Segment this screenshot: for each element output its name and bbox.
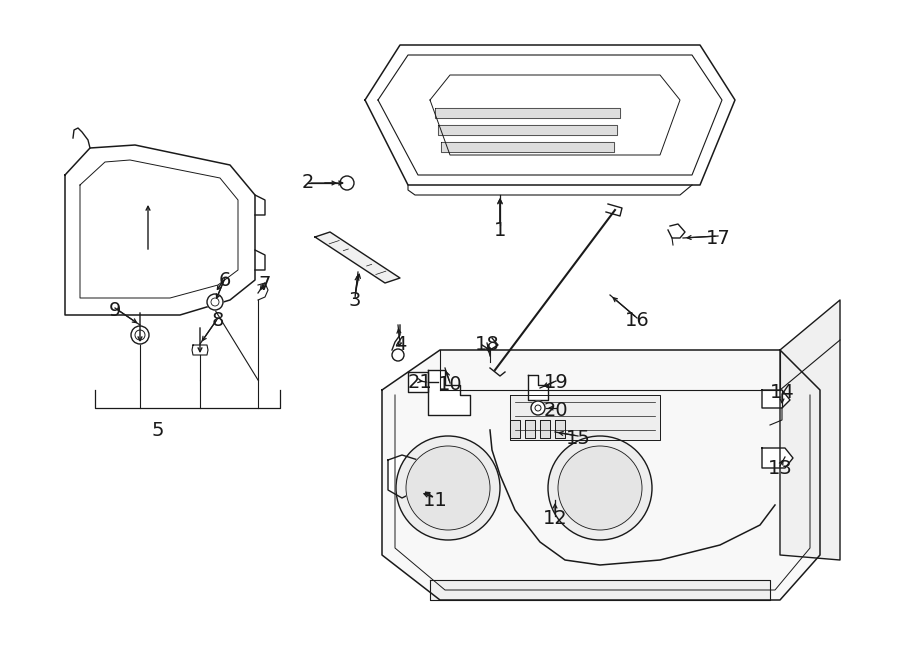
Polygon shape <box>525 420 535 438</box>
Text: 16: 16 <box>625 311 650 329</box>
Text: 3: 3 <box>349 290 361 309</box>
Polygon shape <box>540 420 550 438</box>
Circle shape <box>340 176 354 190</box>
Polygon shape <box>382 350 820 600</box>
Circle shape <box>535 405 541 411</box>
Text: 14: 14 <box>770 383 795 403</box>
Polygon shape <box>428 370 470 415</box>
Polygon shape <box>192 345 208 355</box>
Circle shape <box>558 446 642 530</box>
Text: 12: 12 <box>543 508 567 527</box>
Circle shape <box>392 349 404 361</box>
Circle shape <box>131 326 149 344</box>
Text: 13: 13 <box>768 459 792 477</box>
Circle shape <box>531 401 545 415</box>
Text: 11: 11 <box>423 490 447 510</box>
Circle shape <box>207 294 223 310</box>
Circle shape <box>211 298 219 306</box>
Polygon shape <box>315 232 400 283</box>
Text: 4: 4 <box>394 336 406 354</box>
Polygon shape <box>435 108 620 118</box>
Polygon shape <box>408 372 428 392</box>
Text: 20: 20 <box>544 401 568 420</box>
Polygon shape <box>388 455 418 498</box>
Text: 6: 6 <box>219 270 231 290</box>
Circle shape <box>548 436 652 540</box>
Polygon shape <box>438 125 617 135</box>
Text: 2: 2 <box>302 173 314 192</box>
Text: 1: 1 <box>494 221 506 239</box>
Text: 7: 7 <box>259 276 271 295</box>
Polygon shape <box>365 45 735 185</box>
Polygon shape <box>65 145 255 315</box>
Polygon shape <box>441 142 614 152</box>
Text: 18: 18 <box>474 336 500 354</box>
Text: 10: 10 <box>437 375 463 395</box>
Circle shape <box>135 330 145 340</box>
Text: 19: 19 <box>544 373 569 393</box>
Polygon shape <box>510 420 520 438</box>
Polygon shape <box>528 375 548 400</box>
Text: 9: 9 <box>109 301 122 319</box>
Polygon shape <box>555 420 565 438</box>
Text: 8: 8 <box>212 311 224 329</box>
Text: 15: 15 <box>565 428 590 447</box>
Polygon shape <box>762 390 790 408</box>
Text: 5: 5 <box>152 420 164 440</box>
Polygon shape <box>780 300 840 560</box>
Polygon shape <box>510 395 660 440</box>
Text: 21: 21 <box>408 373 432 393</box>
Text: 17: 17 <box>706 229 731 247</box>
Circle shape <box>406 446 490 530</box>
Polygon shape <box>430 580 770 600</box>
Circle shape <box>396 436 500 540</box>
Polygon shape <box>762 448 793 468</box>
